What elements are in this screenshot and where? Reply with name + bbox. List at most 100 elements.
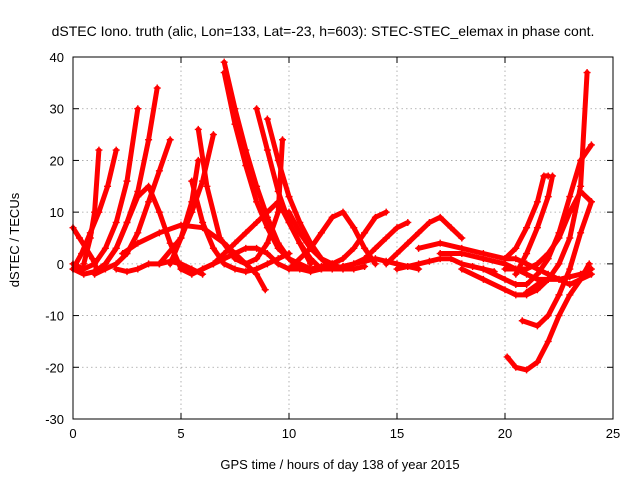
data-point-marker [566, 193, 574, 201]
data-point-marker [101, 260, 109, 268]
data-point-marker [458, 250, 466, 258]
data-point-marker [533, 358, 541, 366]
y-tick-label: -10 [45, 309, 64, 324]
data-point-marker [566, 265, 574, 273]
data-point-marker [447, 255, 455, 263]
y-tick-label: 10 [50, 205, 64, 220]
data-series [307, 208, 390, 273]
data-point-marker [134, 193, 142, 201]
data-point-marker [274, 255, 282, 263]
data-point-marker [104, 182, 112, 190]
data-point-marker [436, 239, 444, 247]
data-point-marker [518, 317, 526, 325]
data-point-marker [404, 239, 412, 247]
data-point-marker [339, 255, 347, 263]
data-point-marker [447, 224, 455, 232]
x-tick-label: 5 [177, 426, 184, 441]
data-point-marker [209, 260, 217, 268]
data-point-marker [145, 198, 153, 206]
data-point-marker [296, 239, 304, 247]
data-point-marker [253, 105, 261, 113]
x-tick-label: 25 [606, 426, 620, 441]
x-tick-label: 10 [282, 426, 296, 441]
data-point-marker [263, 260, 271, 268]
data-point-marker [91, 270, 99, 278]
data-point-marker [220, 250, 228, 258]
data-series [101, 182, 185, 273]
data-point-marker [361, 244, 369, 252]
data-point-marker [145, 136, 153, 144]
data-point-marker [231, 120, 239, 128]
data-point-marker [220, 260, 228, 268]
data-point-marker [253, 255, 261, 263]
data-point-marker [145, 260, 153, 268]
data-point-marker [123, 218, 131, 226]
data-point-marker [80, 260, 88, 268]
data-point-marker [458, 265, 466, 273]
data-point-marker [119, 250, 127, 258]
data-point-marker [75, 234, 83, 242]
data-point-marker [145, 182, 153, 190]
data-point-marker [95, 146, 103, 154]
data-point-marker [339, 208, 347, 216]
data-point-marker [285, 208, 293, 216]
data-point-marker [587, 198, 595, 206]
data-point-marker [469, 262, 477, 270]
data-point-marker [242, 268, 250, 276]
y-tick-label: -30 [45, 412, 64, 427]
series-group [69, 58, 595, 374]
data-point-marker [203, 182, 211, 190]
data-point-marker [328, 213, 336, 221]
tick-labels: 0 5 10 15 20 25 -30 -20 -10 0 10 20 30 40 [45, 50, 620, 441]
data-point-marker [209, 244, 217, 252]
data-point-marker [404, 262, 412, 270]
data-point-marker [501, 275, 509, 283]
data-point-marker [242, 260, 250, 268]
data-point-marker [566, 291, 574, 299]
data-point-marker [533, 322, 541, 330]
data-series [188, 177, 293, 276]
data-point-marker [155, 260, 163, 268]
y-tick-label: 0 [57, 257, 64, 272]
data-point-marker [220, 69, 228, 77]
data-point-marker [209, 131, 217, 139]
data-point-marker [587, 141, 595, 149]
data-point-marker [101, 244, 109, 252]
data-point-marker [112, 218, 120, 226]
data-point-marker [533, 260, 541, 268]
data-point-marker [577, 156, 585, 164]
data-point-marker [112, 244, 120, 252]
data-point-marker [533, 198, 541, 206]
data-point-marker [544, 193, 552, 201]
data-point-marker [544, 250, 552, 258]
data-series [80, 146, 103, 268]
data-point-marker [512, 270, 520, 278]
data-series [479, 141, 595, 289]
data-point-marker [523, 281, 531, 289]
x-axis-label: GPS time / hours of day 138 of year 2015 [220, 457, 459, 472]
data-point-marker [555, 291, 563, 299]
data-point-marker [177, 234, 185, 242]
data-point-marker [285, 255, 293, 263]
data-point-marker [577, 229, 585, 237]
data-point-marker [523, 265, 531, 273]
data-point-marker [86, 234, 94, 242]
data-point-marker [199, 218, 207, 226]
data-point-marker [393, 224, 401, 232]
data-point-marker [393, 250, 401, 258]
data-point-marker [153, 84, 161, 92]
data-point-marker [231, 255, 239, 263]
data-point-marker [155, 208, 163, 216]
data-point-marker [566, 234, 574, 242]
data-point-marker [307, 244, 315, 252]
data-point-marker [166, 260, 174, 268]
data-point-marker [274, 156, 282, 164]
data-point-marker [274, 244, 282, 252]
data-point-marker [279, 136, 287, 144]
data-point-marker [307, 255, 315, 263]
series-line [394, 256, 497, 275]
data-point-marker [371, 213, 379, 221]
data-point-marker [436, 213, 444, 221]
data-point-marker [274, 187, 282, 195]
